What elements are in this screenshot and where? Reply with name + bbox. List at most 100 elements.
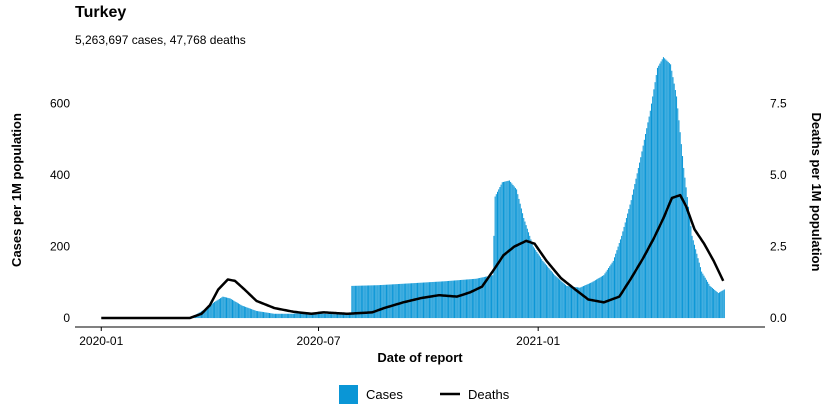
cases-bar xyxy=(316,313,318,319)
cases-bar xyxy=(643,139,645,319)
cases-bar xyxy=(519,203,521,319)
cases-bar xyxy=(231,299,233,319)
cases-bar xyxy=(542,260,544,319)
cases-bar xyxy=(401,283,403,319)
cases-bar xyxy=(390,284,392,319)
cases-bar xyxy=(365,285,367,319)
cases-bar xyxy=(586,284,588,319)
cases-bar xyxy=(337,314,339,319)
cases-bar xyxy=(415,282,417,319)
cases-bar xyxy=(580,287,582,319)
cases-bar xyxy=(698,262,700,319)
cases-bar xyxy=(436,281,438,319)
cases-bar xyxy=(468,279,470,319)
cases-bar xyxy=(385,284,387,319)
cases-bar xyxy=(400,283,402,319)
cases-bar xyxy=(240,304,242,319)
cases-bar xyxy=(452,280,454,319)
cases-bar xyxy=(671,70,673,319)
cases-bar xyxy=(633,189,635,319)
cases-bar xyxy=(377,285,379,319)
cases-bar xyxy=(648,116,650,319)
cases-bar xyxy=(637,167,639,319)
cases-bar xyxy=(321,313,323,319)
cases-bar xyxy=(327,313,329,319)
cases-bar xyxy=(465,279,467,319)
cases-bar xyxy=(224,297,226,319)
cases-bar xyxy=(603,275,605,319)
cases-bar xyxy=(347,314,349,319)
cases-bar xyxy=(331,314,333,319)
cases-bar xyxy=(609,266,611,319)
cases-bar xyxy=(335,314,337,319)
cases-bar xyxy=(493,235,495,319)
cases-bar xyxy=(374,285,376,319)
cases-bar xyxy=(708,283,710,319)
cases-bar xyxy=(210,304,212,319)
cases-bar xyxy=(489,275,491,319)
cases-bar xyxy=(237,303,239,319)
cases-bar xyxy=(216,300,218,319)
cases-bar xyxy=(253,310,255,319)
cases-bar xyxy=(514,187,516,319)
cases-bar xyxy=(221,297,223,319)
cases-bar xyxy=(217,299,219,319)
cases-bar xyxy=(501,182,503,319)
cases-bar xyxy=(215,301,217,319)
cases-bar xyxy=(422,282,424,319)
cases-bar xyxy=(599,277,601,319)
cases-bar xyxy=(451,280,453,319)
cases-bar xyxy=(701,271,703,319)
cases-bar xyxy=(303,312,305,319)
cases-bar xyxy=(476,278,478,319)
cases-bar xyxy=(383,284,385,319)
cases-bar xyxy=(661,59,663,319)
cases-bar xyxy=(444,281,446,319)
cases-bar xyxy=(664,58,666,319)
cases-bar xyxy=(211,303,213,319)
x-tick-label: 2020-07 xyxy=(297,334,341,348)
cases-bar xyxy=(536,251,538,319)
cases-bar xyxy=(463,279,465,319)
cases-bar xyxy=(696,253,698,319)
cases-bar xyxy=(498,189,500,319)
cases-bar xyxy=(531,243,533,319)
cases-bar xyxy=(239,304,241,319)
cases-bar xyxy=(322,313,324,319)
right-axis-title: Deaths per 1M population xyxy=(809,113,824,272)
right-tick-label: 5.0 xyxy=(770,168,787,182)
cases-bar xyxy=(432,281,434,319)
cases-bar xyxy=(305,312,307,319)
cases-bar xyxy=(243,306,245,319)
cases-bar xyxy=(658,65,660,319)
cases-bar xyxy=(628,209,630,319)
cases-bar xyxy=(565,284,567,319)
cases-bar xyxy=(360,285,362,319)
cases-bar xyxy=(300,312,302,319)
cases-bar xyxy=(439,281,441,319)
cases-bar xyxy=(359,285,361,319)
cases-bar xyxy=(315,313,317,319)
cases-bar xyxy=(362,285,364,319)
left-tick-label: 0 xyxy=(63,311,70,325)
cases-bar xyxy=(479,277,481,319)
cases-bar xyxy=(714,289,716,319)
cases-bar xyxy=(556,277,558,319)
cases-bar xyxy=(313,312,315,319)
cases-bar xyxy=(646,128,648,319)
cases-bar xyxy=(622,231,624,319)
cases-bar xyxy=(418,282,420,319)
cases-bar xyxy=(218,298,220,319)
cases-bar xyxy=(325,313,327,319)
x-axis-ticks: 2020-01 2020-07 2021-01 xyxy=(79,327,561,348)
right-tick-label: 0.0 xyxy=(770,311,787,325)
cases-bar xyxy=(615,253,617,319)
cases-bar xyxy=(273,313,275,319)
cases-bar xyxy=(227,297,229,319)
cases-bar xyxy=(691,235,693,319)
right-tick-label: 7.5 xyxy=(770,97,787,111)
cases-bar xyxy=(351,285,353,319)
cases-bar xyxy=(449,280,451,319)
cases-bar xyxy=(461,279,463,319)
